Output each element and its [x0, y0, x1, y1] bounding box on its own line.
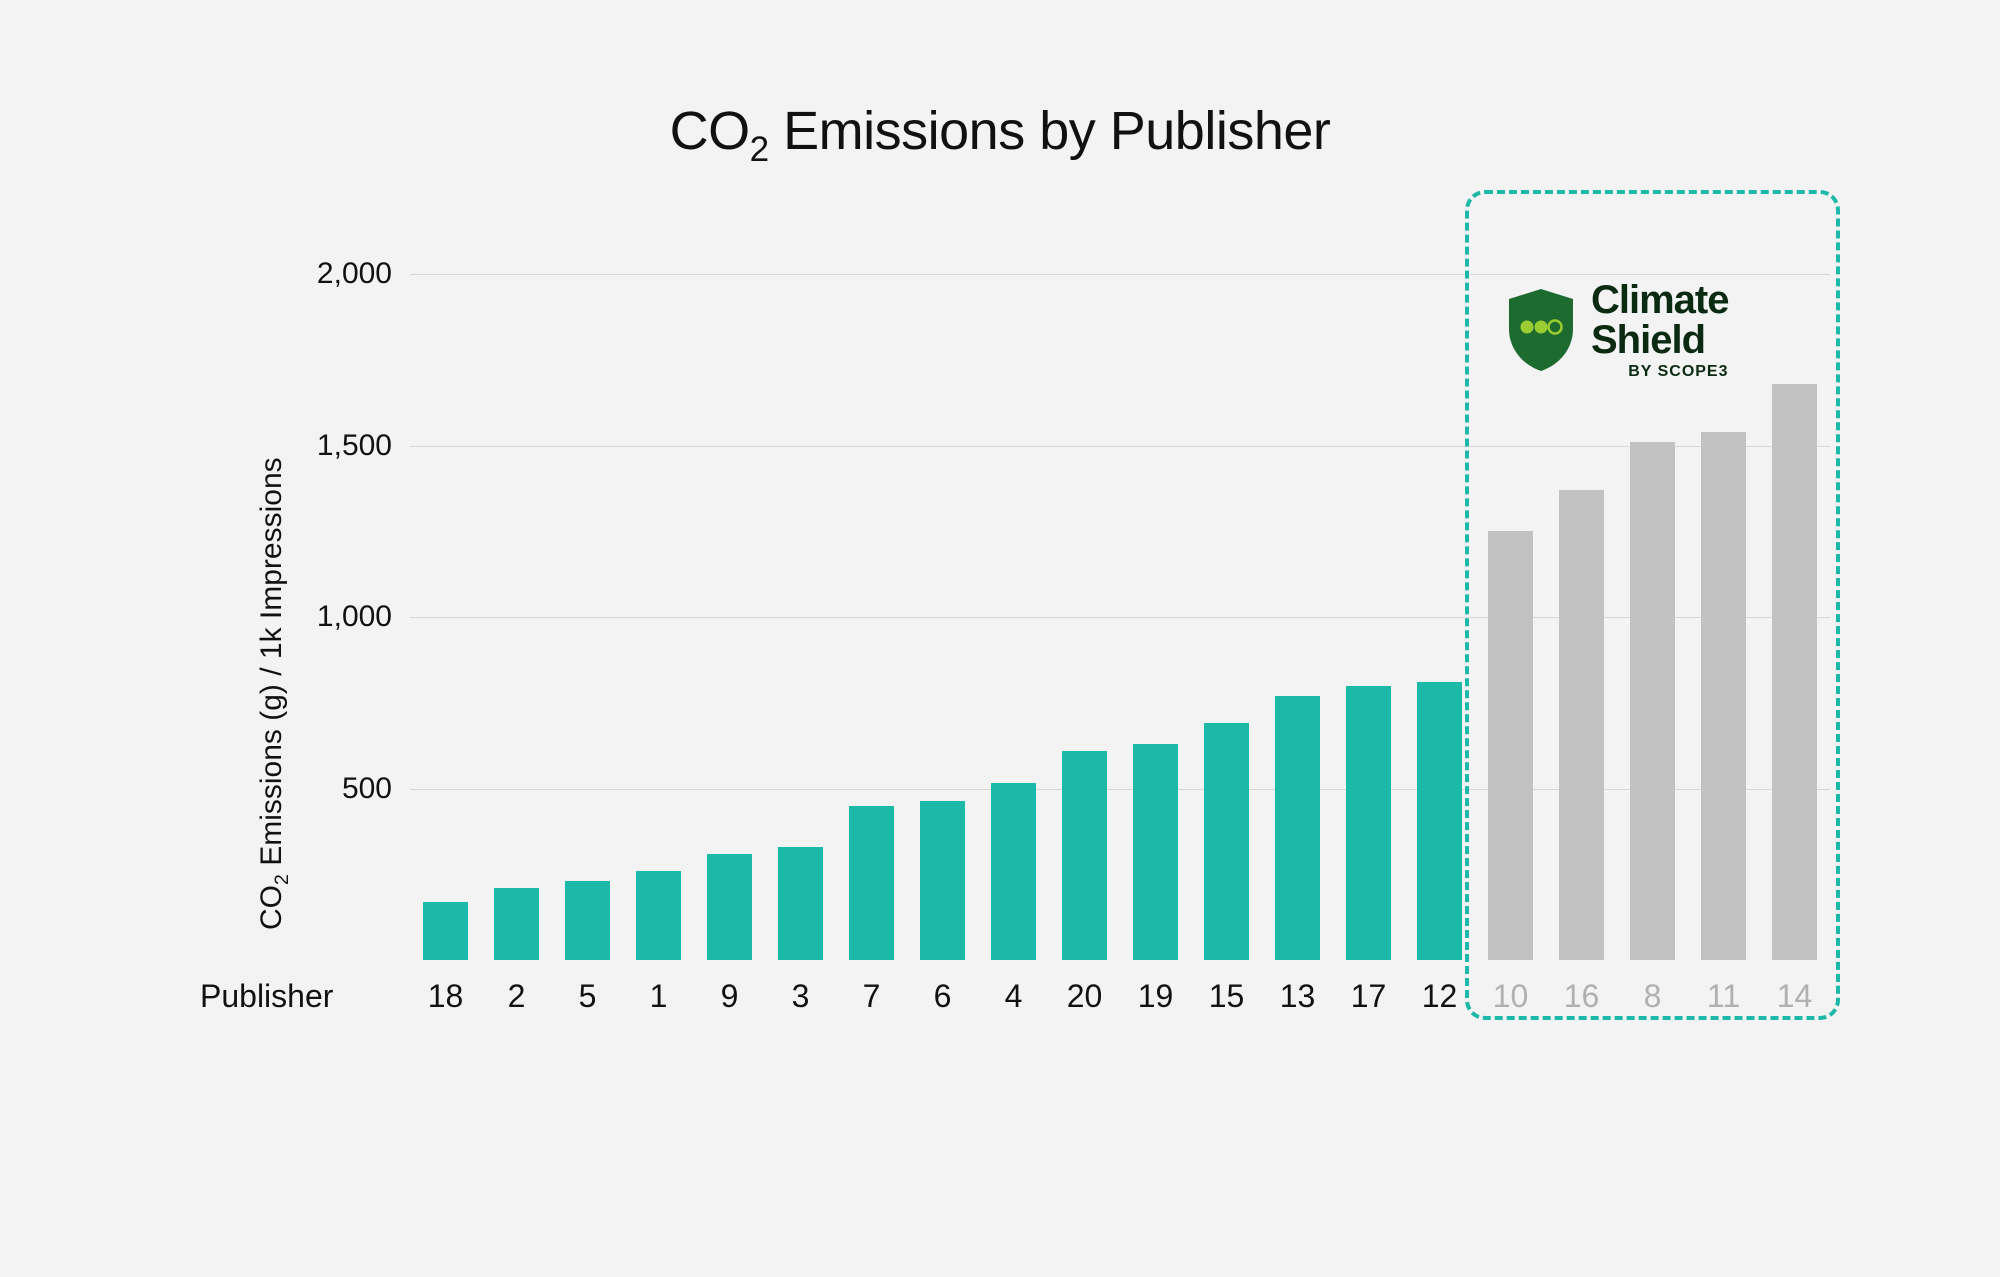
x-tick-label: 2: [508, 978, 526, 1015]
x-tick-label: 12: [1422, 978, 1458, 1015]
x-tick-label: 8: [1644, 978, 1662, 1015]
y-tick-label: 2,000: [317, 257, 392, 291]
y-tick-label: 500: [342, 772, 392, 806]
bar: [1488, 531, 1532, 960]
bar: [920, 801, 964, 960]
x-tick-label: 10: [1493, 978, 1529, 1015]
bar: [565, 881, 609, 960]
x-axis-label: Publisher: [200, 978, 333, 1015]
bar: [636, 871, 680, 960]
x-tick-label: 6: [934, 978, 952, 1015]
x-tick-label: 14: [1777, 978, 1813, 1015]
chart-area: CO2 Emissions (g) / 1k Impressions 18251…: [200, 200, 1840, 1100]
x-tick-label: 4: [1005, 978, 1023, 1015]
bar: [1772, 384, 1816, 960]
chart-title: CO2 Emissions by Publisher: [0, 100, 2000, 170]
bar: [1346, 686, 1390, 960]
bar: [1275, 696, 1319, 960]
x-tick-label: 5: [579, 978, 597, 1015]
x-tick-label: 11: [1707, 978, 1740, 1015]
x-tick-label: 1: [650, 978, 668, 1015]
y-tick-label: 1,500: [317, 429, 392, 463]
badge-line1: Climate: [1591, 280, 1729, 320]
climate-shield-badge: Climate Shield BY SCOPE3: [1505, 280, 1729, 380]
bar: [778, 847, 822, 960]
bar: [1417, 682, 1461, 960]
bar: [1630, 442, 1674, 960]
x-tick-label: 19: [1138, 978, 1174, 1015]
x-tick-label: 7: [863, 978, 881, 1015]
bar: [423, 902, 467, 960]
bar: [1701, 432, 1745, 960]
bar: [1133, 744, 1177, 960]
bar: [1204, 723, 1248, 960]
bar: [991, 783, 1035, 960]
bar: [849, 806, 893, 960]
bar: [494, 888, 538, 960]
x-tick-label: 3: [792, 978, 810, 1015]
y-tick-label: 1,000: [317, 600, 392, 634]
badge-line3: BY SCOPE3: [1628, 364, 1728, 380]
x-tick-label: 13: [1280, 978, 1316, 1015]
shield-icon: [1505, 287, 1577, 373]
x-tick-label: 9: [721, 978, 739, 1015]
x-tick-label: 17: [1351, 978, 1387, 1015]
y-axis-label: CO2 Emissions (g) / 1k Impressions: [255, 457, 294, 930]
badge-line2: Shield: [1591, 320, 1729, 360]
bar: [707, 854, 751, 960]
bar: [1062, 751, 1106, 960]
x-tick-label: 18: [428, 978, 464, 1015]
x-tick-label: 16: [1564, 978, 1600, 1015]
bar: [1559, 490, 1603, 960]
x-axis: 1825193764201915131712101681114: [410, 978, 1830, 1028]
x-tick-label: 20: [1067, 978, 1103, 1015]
x-tick-label: 15: [1209, 978, 1245, 1015]
